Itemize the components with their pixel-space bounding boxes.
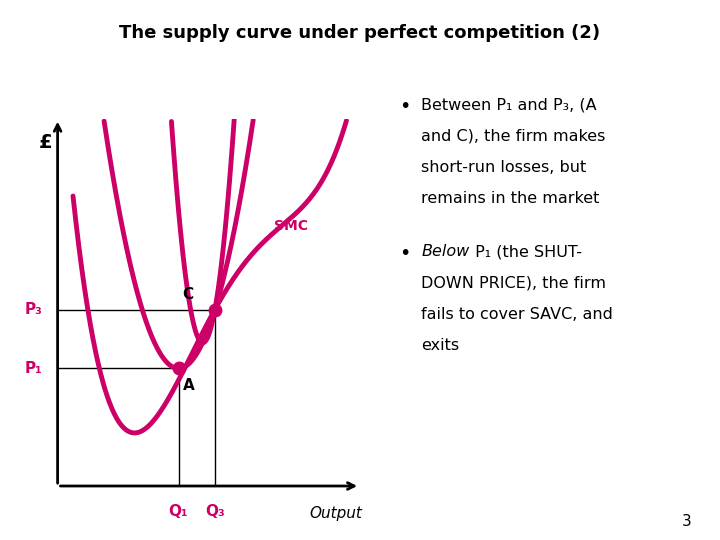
Text: Below: Below	[421, 244, 469, 259]
Text: Between P₁ and P₃, (A: Between P₁ and P₃, (A	[421, 97, 597, 112]
Text: •: •	[400, 97, 411, 116]
Text: 3: 3	[681, 514, 691, 529]
Text: Q₃: Q₃	[205, 504, 225, 519]
Text: The supply curve under perfect competition (2): The supply curve under perfect competiti…	[120, 24, 600, 42]
Text: C: C	[183, 287, 194, 302]
Text: A: A	[183, 377, 195, 393]
Text: Q₁: Q₁	[168, 504, 189, 519]
Text: P₃: P₃	[24, 302, 42, 317]
Text: and C), the firm makes: and C), the firm makes	[421, 129, 606, 144]
Text: exits: exits	[421, 338, 459, 353]
Text: short-run losses, but: short-run losses, but	[421, 160, 587, 175]
Text: £: £	[39, 133, 53, 152]
Text: remains in the market: remains in the market	[421, 191, 600, 206]
Text: DOWN PRICE), the firm: DOWN PRICE), the firm	[421, 275, 606, 291]
Text: P₁: P₁	[24, 361, 42, 376]
Text: fails to cover SAVC, and: fails to cover SAVC, and	[421, 307, 613, 322]
Text: SMC: SMC	[274, 219, 308, 233]
Text: Output: Output	[310, 506, 362, 521]
Text: •: •	[400, 244, 411, 263]
Text: P₁ (the SHUT-: P₁ (the SHUT-	[470, 244, 582, 259]
